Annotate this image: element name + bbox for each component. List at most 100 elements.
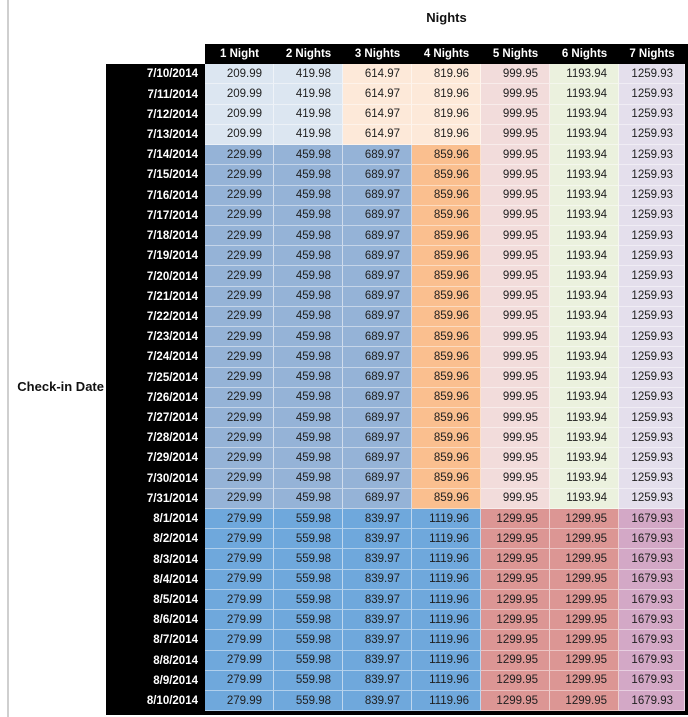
- price-cell[interactable]: 229.99: [205, 347, 274, 368]
- price-cell[interactable]: 1259.93: [619, 367, 685, 388]
- price-cell[interactable]: 1299.95: [481, 630, 550, 651]
- price-cell[interactable]: 1259.93: [619, 84, 685, 105]
- price-cell[interactable]: 689.97: [343, 428, 412, 449]
- price-cell[interactable]: 229.99: [205, 205, 274, 226]
- price-cell[interactable]: 859.96: [412, 205, 481, 226]
- column-header[interactable]: 3 Nights: [343, 44, 412, 64]
- column-header[interactable]: 1 Night: [205, 44, 274, 64]
- price-cell[interactable]: 279.99: [205, 610, 274, 631]
- price-cell[interactable]: 229.99: [205, 428, 274, 449]
- row-header-date[interactable]: 7/26/2014: [106, 387, 205, 408]
- price-cell[interactable]: 1193.94: [550, 488, 619, 510]
- price-cell[interactable]: 1259.93: [619, 266, 685, 287]
- price-cell[interactable]: 1259.93: [619, 124, 685, 146]
- price-cell[interactable]: 689.97: [343, 347, 412, 368]
- price-cell[interactable]: 999.95: [481, 266, 550, 287]
- price-cell[interactable]: 419.98: [274, 84, 343, 105]
- price-cell[interactable]: 459.98: [274, 327, 343, 348]
- price-cell[interactable]: 229.99: [205, 468, 274, 489]
- price-cell[interactable]: 999.95: [481, 286, 550, 307]
- price-cell[interactable]: 1679.93: [619, 549, 685, 570]
- price-cell[interactable]: 999.95: [481, 246, 550, 267]
- row-header-date[interactable]: 7/13/2014: [106, 124, 205, 146]
- row-header-date[interactable]: 8/9/2014: [106, 670, 205, 691]
- price-cell[interactable]: 1679.93: [619, 630, 685, 651]
- price-cell[interactable]: 1119.96: [412, 610, 481, 631]
- price-cell[interactable]: 614.97: [343, 64, 412, 85]
- row-header-date[interactable]: 8/6/2014: [106, 610, 205, 631]
- price-cell[interactable]: 1259.93: [619, 428, 685, 449]
- price-cell[interactable]: 689.97: [343, 407, 412, 429]
- price-cell[interactable]: 859.96: [412, 468, 481, 489]
- price-cell[interactable]: 689.97: [343, 145, 412, 166]
- price-cell[interactable]: 859.96: [412, 145, 481, 166]
- price-cell[interactable]: 1299.95: [550, 589, 619, 611]
- price-cell[interactable]: 229.99: [205, 367, 274, 388]
- price-cell[interactable]: 229.99: [205, 246, 274, 267]
- price-cell[interactable]: 999.95: [481, 306, 550, 328]
- row-header-date[interactable]: 8/1/2014: [106, 509, 205, 530]
- price-cell[interactable]: 279.99: [205, 630, 274, 651]
- price-cell[interactable]: 1259.93: [619, 104, 685, 125]
- price-cell[interactable]: 459.98: [274, 185, 343, 206]
- price-cell[interactable]: 1193.94: [550, 84, 619, 105]
- price-cell[interactable]: 614.97: [343, 124, 412, 146]
- price-cell[interactable]: 559.98: [274, 650, 343, 671]
- price-cell[interactable]: 459.98: [274, 205, 343, 226]
- column-header[interactable]: 4 Nights: [412, 44, 481, 64]
- price-cell[interactable]: 859.96: [412, 448, 481, 469]
- price-cell[interactable]: 209.99: [205, 84, 274, 105]
- price-cell[interactable]: 559.98: [274, 670, 343, 691]
- price-cell[interactable]: 1259.93: [619, 488, 685, 510]
- price-cell[interactable]: 1193.94: [550, 367, 619, 388]
- price-cell[interactable]: 1299.95: [550, 650, 619, 671]
- price-cell[interactable]: 999.95: [481, 124, 550, 146]
- price-cell[interactable]: 999.95: [481, 64, 550, 85]
- price-cell[interactable]: 1193.94: [550, 387, 619, 408]
- price-cell[interactable]: 1119.96: [412, 589, 481, 611]
- price-cell[interactable]: 459.98: [274, 448, 343, 469]
- price-cell[interactable]: 419.98: [274, 124, 343, 146]
- price-cell[interactable]: 229.99: [205, 266, 274, 287]
- price-cell[interactable]: 1259.93: [619, 306, 685, 328]
- price-cell[interactable]: 229.99: [205, 145, 274, 166]
- price-cell[interactable]: 209.99: [205, 104, 274, 125]
- price-cell[interactable]: 1259.93: [619, 407, 685, 429]
- price-cell[interactable]: 859.96: [412, 306, 481, 328]
- price-cell[interactable]: 839.97: [343, 610, 412, 631]
- price-cell[interactable]: 859.96: [412, 327, 481, 348]
- price-cell[interactable]: 279.99: [205, 509, 274, 530]
- price-cell[interactable]: 1193.94: [550, 124, 619, 146]
- price-cell[interactable]: 1299.95: [550, 670, 619, 691]
- price-cell[interactable]: 1299.95: [550, 529, 619, 550]
- price-cell[interactable]: 859.96: [412, 165, 481, 186]
- price-cell[interactable]: 689.97: [343, 185, 412, 206]
- price-cell[interactable]: 1119.96: [412, 670, 481, 691]
- price-cell[interactable]: 459.98: [274, 246, 343, 267]
- price-cell[interactable]: 689.97: [343, 448, 412, 469]
- price-cell[interactable]: 1299.95: [481, 670, 550, 691]
- price-cell[interactable]: 1299.95: [481, 589, 550, 611]
- price-cell[interactable]: 819.96: [412, 84, 481, 105]
- row-header-date[interactable]: 7/31/2014: [106, 488, 205, 510]
- price-cell[interactable]: 839.97: [343, 589, 412, 611]
- price-cell[interactable]: 1193.94: [550, 286, 619, 307]
- price-cell[interactable]: 559.98: [274, 691, 343, 712]
- price-cell[interactable]: 999.95: [481, 347, 550, 368]
- price-cell[interactable]: 279.99: [205, 650, 274, 671]
- price-cell[interactable]: 459.98: [274, 225, 343, 247]
- price-cell[interactable]: 1119.96: [412, 549, 481, 570]
- price-cell[interactable]: 999.95: [481, 448, 550, 469]
- price-cell[interactable]: 859.96: [412, 266, 481, 287]
- price-cell[interactable]: 1259.93: [619, 327, 685, 348]
- price-cell[interactable]: 999.95: [481, 205, 550, 226]
- price-cell[interactable]: 999.95: [481, 367, 550, 388]
- price-cell[interactable]: 209.99: [205, 64, 274, 85]
- row-header-date[interactable]: 7/16/2014: [106, 185, 205, 206]
- column-header[interactable]: 5 Nights: [481, 44, 550, 64]
- price-cell[interactable]: 689.97: [343, 165, 412, 186]
- price-cell[interactable]: 559.98: [274, 630, 343, 651]
- row-header-date[interactable]: 8/4/2014: [106, 569, 205, 590]
- price-cell[interactable]: 1193.94: [550, 448, 619, 469]
- price-cell[interactable]: 999.95: [481, 104, 550, 125]
